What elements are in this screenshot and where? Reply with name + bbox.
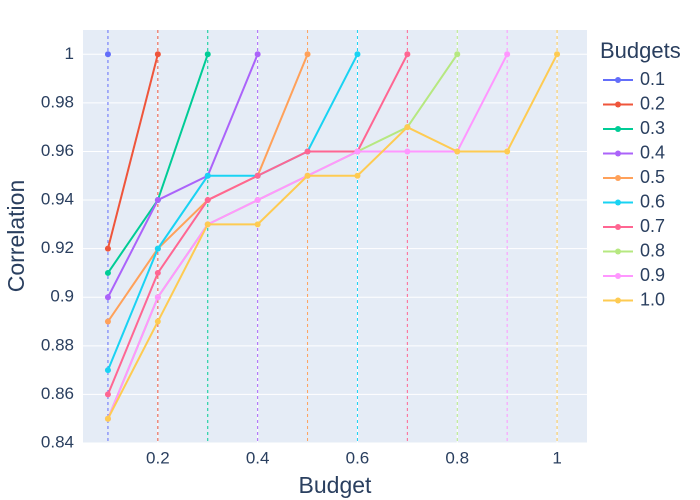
legend-label: 0.9 <box>640 265 665 285</box>
y-tick-label: 0.86 <box>41 384 74 403</box>
legend-swatch-point <box>615 101 621 108</box>
legend-swatch-point <box>615 224 621 230</box>
point <box>104 318 111 325</box>
point <box>154 294 161 301</box>
legend-label: 0.2 <box>640 93 665 113</box>
point <box>154 197 161 204</box>
point <box>154 318 161 325</box>
legend-swatch-point <box>615 175 621 181</box>
y-tick-label: 0.92 <box>41 238 74 257</box>
series-line <box>107 53 359 371</box>
point <box>204 221 211 228</box>
series-line <box>107 53 558 420</box>
point <box>154 51 161 58</box>
legend-swatch-point <box>615 248 621 255</box>
y-tick-label: 0.9 <box>50 287 74 306</box>
legend-label: 0.1 <box>640 69 665 89</box>
legend-title: Budgets <box>600 38 681 63</box>
x-tick-label: 0.6 <box>346 448 370 467</box>
point <box>204 197 211 204</box>
x-tick-label: 1 <box>552 448 561 467</box>
series-line <box>106 54 159 249</box>
point <box>404 124 411 131</box>
point <box>204 172 211 179</box>
x-tick-label: 0.4 <box>246 448 270 467</box>
y-tick-label: 0.98 <box>41 92 74 111</box>
point <box>404 51 411 58</box>
point <box>104 294 111 301</box>
point <box>504 51 511 58</box>
legend-label: 0.8 <box>640 240 665 260</box>
x-axis-title: Budget <box>299 472 373 498</box>
y-tick-label: 0.96 <box>41 141 74 160</box>
y-tick-label: 0.94 <box>41 190 74 209</box>
x-tick-label: 0.2 <box>146 448 170 467</box>
point <box>454 51 461 58</box>
point <box>104 269 111 276</box>
point <box>204 51 211 58</box>
point <box>554 51 561 58</box>
point <box>354 51 361 58</box>
point <box>104 415 111 422</box>
point <box>454 148 461 155</box>
point <box>304 148 311 155</box>
point <box>104 367 111 374</box>
point <box>254 51 261 58</box>
point <box>154 245 161 252</box>
point <box>304 172 311 179</box>
plot-area <box>83 30 587 443</box>
point <box>504 148 511 155</box>
legend-label: 0.6 <box>640 191 665 211</box>
legend-swatch-point <box>615 297 621 304</box>
legend-swatch-point <box>615 150 621 157</box>
point <box>354 148 361 155</box>
y-tick-label: 0.88 <box>41 335 74 354</box>
point <box>104 51 111 58</box>
point <box>254 172 261 179</box>
y-tick-label: 1 <box>65 44 74 63</box>
legend-label: 1.0 <box>640 289 665 309</box>
point <box>354 172 361 179</box>
point <box>104 245 111 252</box>
point <box>304 51 311 58</box>
legend-swatch-point <box>615 126 621 132</box>
x-tick-label: 0.8 <box>445 448 469 467</box>
point <box>254 221 261 228</box>
series-line <box>107 53 259 298</box>
legend-label: 0.7 <box>640 216 665 236</box>
point <box>154 269 161 276</box>
legend-label: 0.4 <box>640 142 665 162</box>
legend-swatch-point <box>615 273 621 279</box>
point <box>104 391 111 398</box>
y-tick-label: 0.84 <box>41 432 74 451</box>
point <box>404 148 411 155</box>
legend-swatch-point <box>615 77 621 83</box>
legend-swatch-point <box>615 199 621 206</box>
y-axis-title: Correlation <box>3 180 29 293</box>
point <box>254 197 261 204</box>
legend-label: 0.5 <box>640 167 665 187</box>
legend-label: 0.3 <box>640 118 665 138</box>
